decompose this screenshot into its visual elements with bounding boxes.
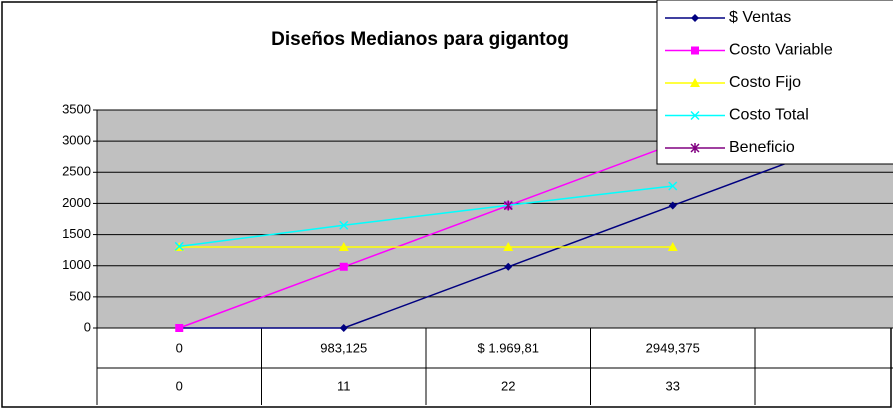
legend-label: Beneficio — [729, 139, 795, 156]
marker — [668, 201, 677, 210]
marker — [667, 242, 678, 252]
marker — [690, 110, 700, 121]
marker — [338, 242, 349, 252]
x-tick-label: 983,125 — [320, 340, 367, 355]
x-tick-label: $ 1.969,81 — [478, 340, 539, 355]
x-tick-label: 33 — [666, 378, 680, 393]
chart-title: Diseños Medianos para gigantog — [271, 29, 569, 50]
y-tick-label: 2000 — [62, 195, 91, 210]
marker — [175, 324, 184, 332]
legend-label: $ Ventas — [729, 9, 791, 26]
y-tick-label: 2500 — [62, 164, 91, 179]
y-tick-label: 3500 — [62, 101, 91, 116]
legend-label: Costo Total — [729, 107, 809, 124]
y-tick-label: 500 — [69, 288, 91, 303]
y-tick-label: 3000 — [62, 133, 91, 148]
marker — [339, 262, 348, 271]
legend-label: Costo Fijo — [729, 74, 801, 91]
legend-label: Costo Variable — [729, 42, 833, 59]
marker — [503, 200, 513, 211]
y-tick-label: 0 — [84, 319, 91, 334]
y-tick-label: 1000 — [62, 257, 91, 272]
marker — [690, 143, 700, 153]
x-tick-label: 2949,375 — [646, 340, 700, 355]
x-tick-label: 11 — [337, 378, 351, 393]
marker — [339, 220, 349, 230]
y-tick-label: 1500 — [62, 226, 91, 241]
x-tick-label: 0 — [176, 340, 183, 355]
marker — [503, 242, 514, 252]
marker — [691, 14, 699, 22]
legend: $ Ventas Costo Variable Costo Fijo Costo To… — [656, 0, 893, 165]
x-tick-label: 22 — [501, 378, 515, 393]
series-line — [179, 185, 673, 248]
marker — [690, 78, 700, 87]
marker — [504, 262, 513, 271]
marker — [174, 241, 184, 251]
marker — [691, 46, 699, 55]
marker — [668, 181, 678, 191]
x-tick-label: 0 — [176, 378, 183, 393]
marker — [339, 324, 348, 332]
series-line — [178, 143, 674, 329]
